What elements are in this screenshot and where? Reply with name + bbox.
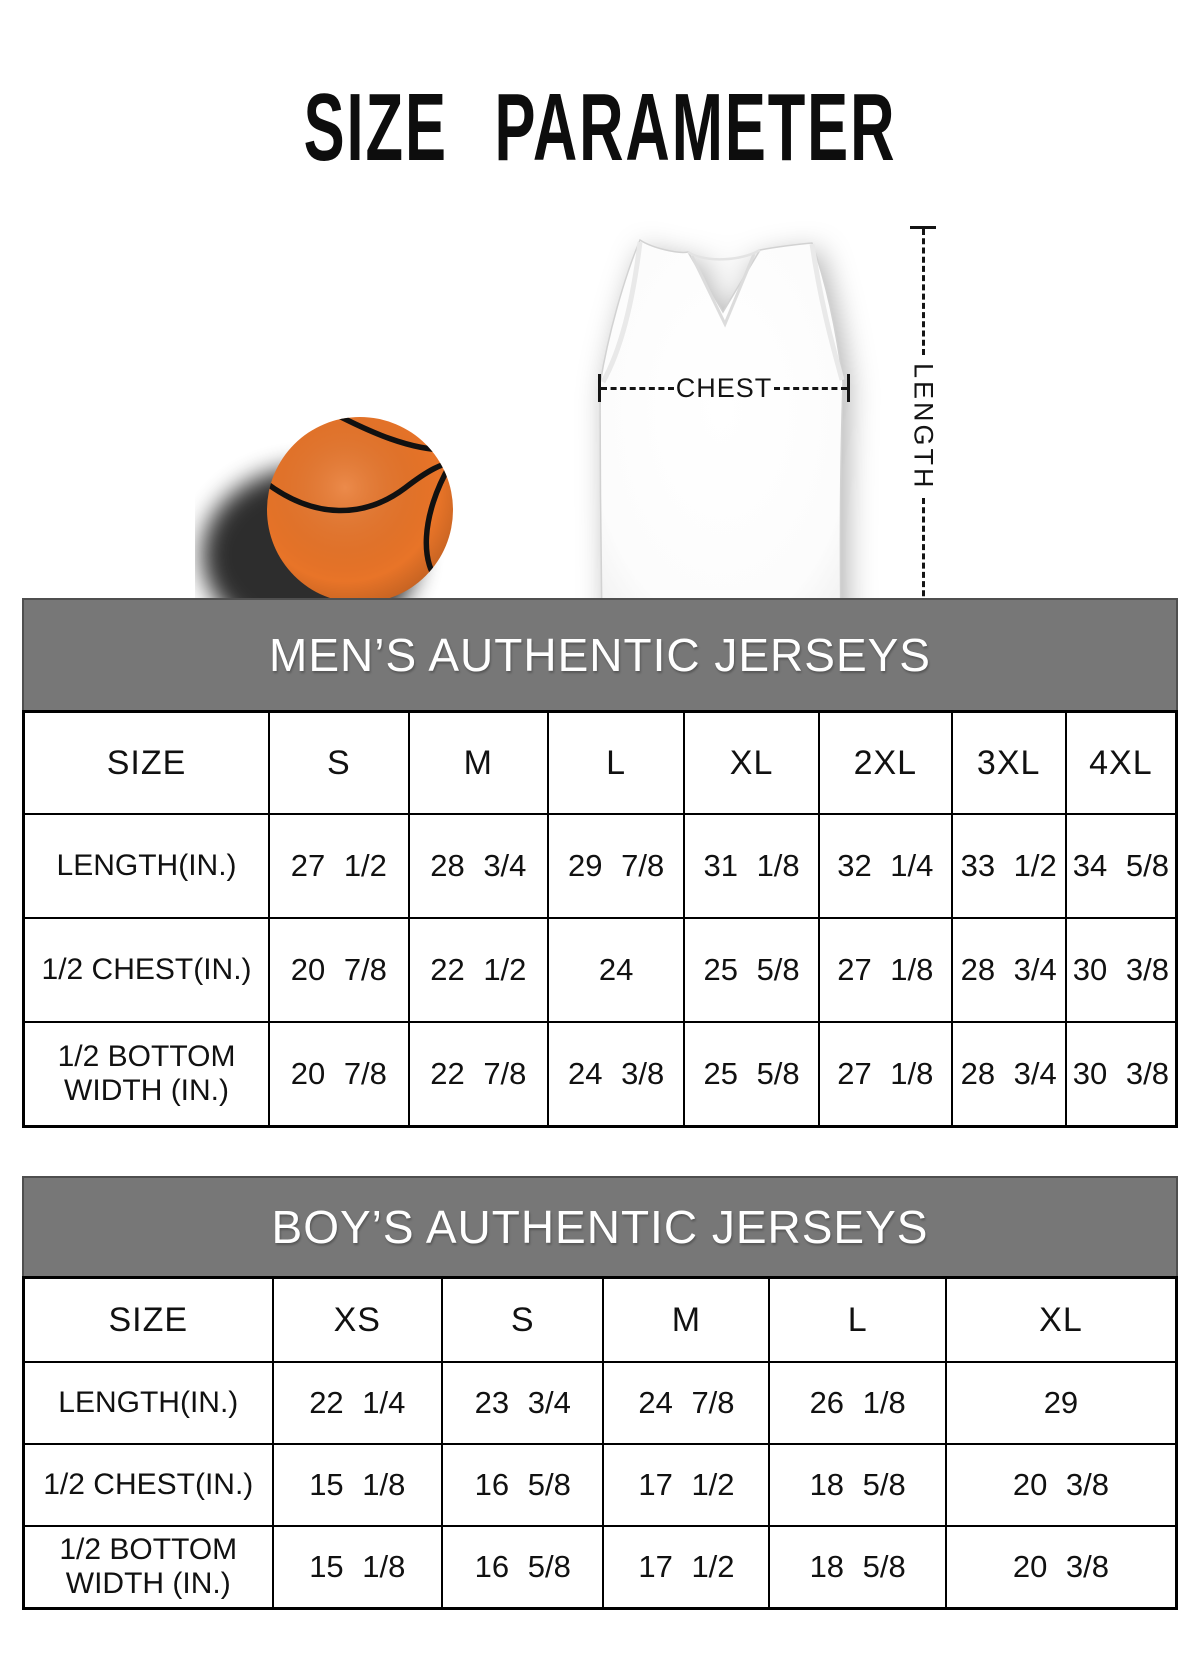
size-value-cell: 29 7/8: [547, 813, 686, 919]
measure-tick: [598, 374, 601, 402]
left-armhole-shade: [600, 241, 643, 384]
table-row: LENGTH(IN.) 22 1/4 23 3/4 24 7/8 26 1/8 29: [22, 1361, 1178, 1445]
length-label: LENGTH: [908, 362, 939, 491]
table-row: 1/2 CHEST(IN.) 20 7/8 22 1/2 24 25 5/8 27 1/8…: [22, 917, 1178, 1023]
size-value-cell: 27 1/8: [818, 917, 953, 1023]
size-value-cell: 24 7/8: [602, 1361, 771, 1445]
mens-table-title: MEN’S AUTHENTIC JERSEYS: [22, 598, 1178, 710]
size-value-cell: 30 3/8: [1064, 917, 1178, 1023]
size-value-cell: 24 3/8: [547, 1021, 686, 1128]
measure-tick: [910, 226, 936, 229]
size-value-cell: 33 1/2: [950, 813, 1067, 919]
table-row: LENGTH(IN.) 27 1/2 28 3/4 29 7/8 31 1/8 32 1/…: [22, 813, 1178, 919]
column-header-m: M: [407, 710, 550, 815]
boys-table-section: BOY’S AUTHENTIC JERSEYS SIZE XS S M L XL LENGT…: [22, 1176, 1178, 1610]
size-value-cell: 20 7/8: [268, 917, 410, 1023]
row-label: 1/2 BOTTOM WIDTH (IN.): [22, 1021, 271, 1128]
column-header-xl: XL: [683, 710, 821, 815]
size-value-cell: 31 1/8: [683, 813, 821, 919]
column-header-xs: XS: [271, 1276, 444, 1363]
length-measure-line: LENGTH: [906, 226, 940, 624]
header-row: SIZE S M L XL 2XL 3XL 4XL: [22, 710, 1178, 815]
right-armhole-shade: [809, 243, 845, 381]
dashed-line: [601, 386, 674, 390]
size-value-cell: 24: [547, 917, 686, 1023]
column-header-2xl: 2XL: [818, 710, 953, 815]
size-value-cell: 15 1/8: [271, 1443, 444, 1527]
size-value-cell: 23 3/4: [441, 1361, 605, 1445]
size-value-cell: 20 7/8: [268, 1021, 410, 1128]
size-value-cell: 30 3/8: [1064, 1021, 1178, 1128]
dashed-line: [921, 498, 925, 624]
row-label: LENGTH(IN.): [22, 1361, 274, 1445]
column-header-xl: XL: [944, 1276, 1178, 1363]
size-value-cell: 22 7/8: [407, 1021, 550, 1128]
size-column-header: SIZE: [22, 1276, 274, 1363]
measure-tick: [847, 374, 851, 402]
column-header-3xl: 3XL: [950, 710, 1067, 815]
size-value-cell: 18 5/8: [768, 1525, 947, 1610]
column-header-s: S: [441, 1276, 605, 1363]
row-label: 1/2 BOTTOM WIDTH (IN.): [22, 1525, 274, 1610]
table-row: 1/2 BOTTOM WIDTH (IN.) 15 1/8 16 5/8 17 1/2…: [22, 1525, 1178, 1610]
size-value-cell: 20 3/8: [944, 1443, 1178, 1527]
jersey-icon: [597, 238, 849, 660]
size-value-cell: 27 1/8: [818, 1021, 953, 1128]
mens-table-section: MEN’S AUTHENTIC JERSEYS SIZE S M L XL 2XL 3XL 4…: [22, 598, 1178, 1128]
size-value-cell: 16 5/8: [441, 1443, 605, 1527]
size-value-cell: 28 3/4: [407, 813, 550, 919]
size-value-cell: 22 1/4: [271, 1361, 444, 1445]
size-value-cell: 32 1/4: [818, 813, 953, 919]
dashed-line: [921, 229, 925, 355]
page-title: SIZE PARAMETER: [303, 74, 897, 182]
column-header-4xl: 4XL: [1064, 710, 1178, 815]
boys-size-table: SIZE XS S M L XL LENGTH(IN.) 22 1/4 23 3/4 24 7/8…: [22, 1276, 1178, 1610]
row-label: 1/2 CHEST(IN.): [22, 1443, 274, 1527]
table-row: 1/2 CHEST(IN.) 15 1/8 16 5/8 17 1/2 18 5/8 20…: [22, 1443, 1178, 1527]
size-value-cell: 26 1/8: [768, 1361, 947, 1445]
size-value-cell: 18 5/8: [768, 1443, 947, 1527]
jersey-body: [599, 238, 844, 643]
size-value-cell: 20 3/8: [944, 1525, 1178, 1610]
illustration: CHEST LENGTH: [0, 100, 1200, 660]
size-value-cell: 15 1/8: [271, 1525, 444, 1610]
column-header-l: L: [768, 1276, 947, 1363]
size-value-cell: 27 1/2: [268, 813, 410, 919]
header-row: SIZE XS S M L XL: [22, 1276, 1178, 1363]
mens-size-table: SIZE S M L XL 2XL 3XL 4XL LENGTH(IN.) 27 1/2 28 3/…: [22, 710, 1178, 1128]
neckline: [687, 248, 761, 261]
column-header-l: L: [547, 710, 686, 815]
row-label: LENGTH(IN.): [22, 813, 271, 919]
size-value-cell: 17 1/2: [602, 1525, 771, 1610]
size-value-cell: 17 1/2: [602, 1443, 771, 1527]
size-value-cell: 34 5/8: [1064, 813, 1178, 919]
dashed-line: [774, 386, 848, 390]
size-value-cell: 16 5/8: [441, 1525, 605, 1610]
size-value-cell: 29: [944, 1361, 1178, 1445]
size-column-header: SIZE: [22, 710, 271, 815]
size-value-cell: 22 1/2: [407, 917, 550, 1023]
column-header-s: S: [268, 710, 410, 815]
size-value-cell: 28 3/4: [950, 1021, 1067, 1128]
row-label: 1/2 CHEST(IN.): [22, 917, 271, 1023]
size-value-cell: 25 5/8: [683, 1021, 821, 1128]
size-value-cell: 28 3/4: [950, 917, 1067, 1023]
boys-table-title: BOY’S AUTHENTIC JERSEYS: [22, 1176, 1178, 1276]
table-row: 1/2 BOTTOM WIDTH (IN.) 20 7/8 22 7/8 24 3/8…: [22, 1021, 1178, 1128]
vneck-trim: [690, 253, 756, 328]
chest-measure-line: CHEST: [598, 372, 851, 404]
column-header-m: M: [602, 1276, 771, 1363]
size-value-cell: 25 5/8: [683, 917, 821, 1023]
chest-label: CHEST: [675, 372, 773, 403]
